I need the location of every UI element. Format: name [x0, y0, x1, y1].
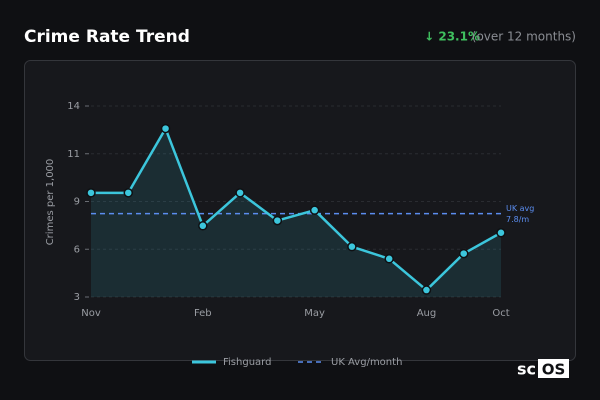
x-tick-label: Aug [417, 308, 437, 319]
title: Crime Rate Trend [24, 27, 190, 47]
marker [496, 228, 506, 238]
marker [86, 188, 96, 198]
area [91, 128, 501, 297]
plot: 3 6 9 11 14 Nov Feb May Aug Oct UK avg 7.8/m Fishgua… [67, 101, 534, 368]
marker [421, 285, 432, 295]
logo-boxed: OS [542, 361, 566, 379]
reference-label: UK avg [506, 204, 534, 213]
y-tick-label: 6 [74, 244, 80, 255]
y-tick-label: 14 [67, 101, 80, 112]
x-tick-label: Feb [194, 308, 212, 319]
marker [160, 123, 171, 134]
y-tick-label: 11 [67, 149, 80, 160]
line [91, 127, 502, 292]
marker [272, 215, 283, 226]
y-tick-label: 3 [74, 292, 80, 303]
logo-text: sc [517, 360, 536, 379]
marker [198, 221, 208, 231]
change: ↓ 23.1% [424, 30, 480, 44]
marker [309, 205, 320, 215]
x-tick-label: Nov [81, 308, 101, 319]
marker [458, 248, 469, 259]
marker [123, 188, 134, 198]
y-axis-label: Crimes per 1,000 [45, 159, 56, 246]
marker [235, 188, 245, 198]
x-tick-label: Oct [492, 308, 509, 319]
logo-box [538, 359, 569, 378]
marker [384, 254, 394, 264]
reference-label: 7.8/m [506, 215, 529, 224]
x-tick-label: May [304, 308, 325, 319]
legend-label: UK Avg/month [331, 357, 402, 368]
legend-label: Fishguard [223, 357, 271, 368]
period: (over 12 months) [472, 30, 576, 44]
marker [347, 241, 357, 252]
y-tick-label: 9 [74, 197, 80, 208]
